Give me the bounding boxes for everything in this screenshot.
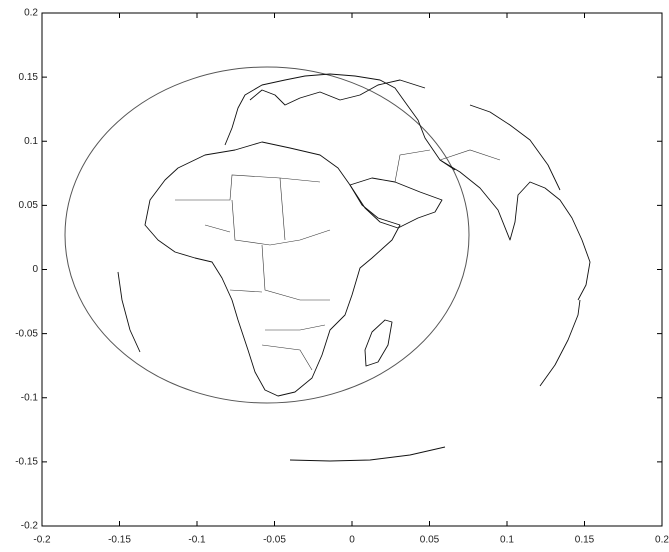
x-tick-label: 0 bbox=[349, 535, 355, 546]
y-tick-label: 0.1 bbox=[24, 136, 38, 147]
x-tick-label: -0.05 bbox=[263, 535, 286, 546]
x-tick-label: -0.1 bbox=[188, 535, 206, 546]
y-tick-label: -0.05 bbox=[15, 328, 38, 339]
y-tick-label: 0 bbox=[32, 264, 38, 275]
x-tick-label: 0.1 bbox=[500, 535, 514, 546]
background bbox=[0, 0, 669, 552]
y-tick-label: 0.05 bbox=[19, 200, 39, 211]
y-tick-label: -0.15 bbox=[15, 457, 38, 468]
x-tick-label: -0.15 bbox=[108, 535, 131, 546]
x-tick-label: -0.2 bbox=[33, 535, 51, 546]
chart: -0.2 -0.15 -0.1 -0.05 0 0.05 0.1 0.15 0.2 -0.2 -0.… bbox=[0, 0, 669, 552]
page: -0.2 -0.15 -0.1 -0.05 0 0.05 0.1 0.15 0.2 -0.2 -0.… bbox=[0, 0, 669, 552]
y-tick-label: 0.15 bbox=[19, 72, 39, 83]
x-tick-label: 0.15 bbox=[575, 535, 595, 546]
y-tick-label: -0.2 bbox=[21, 521, 39, 532]
x-tick-label: 0.2 bbox=[655, 535, 669, 546]
x-tick-label: 0.05 bbox=[420, 535, 440, 546]
y-tick-label: 0.2 bbox=[24, 8, 38, 19]
y-tick-label: -0.1 bbox=[21, 392, 39, 403]
